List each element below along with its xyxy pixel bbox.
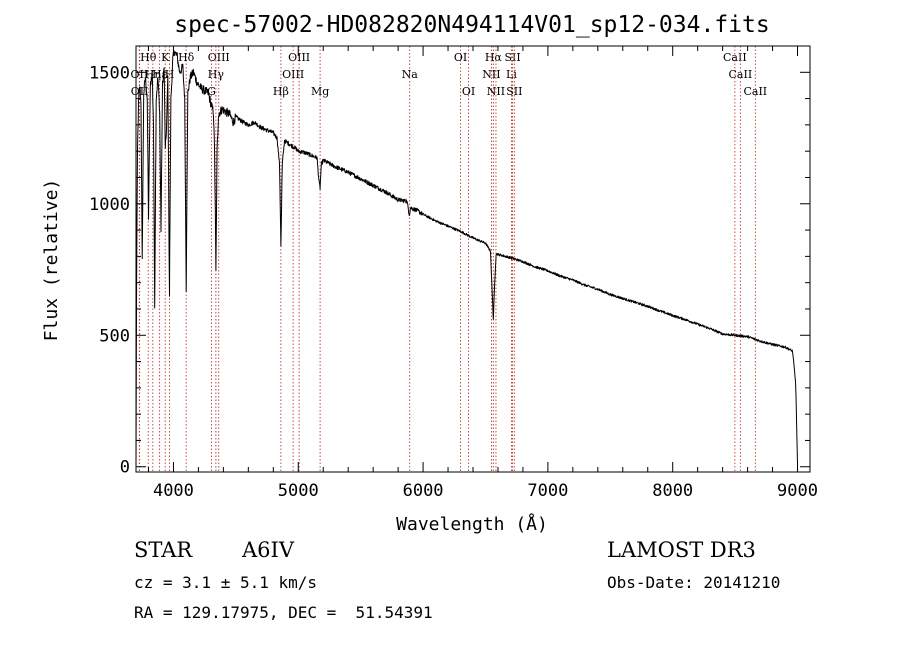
x-tick-label-6000: 6000 (403, 481, 444, 501)
redshift-velocity: cz = 3.1 ± 5.1 km/s (134, 573, 318, 592)
line-label-0: Hθ (140, 51, 157, 64)
line-label-8: CaII (723, 51, 747, 64)
line-label-4: OIII (288, 51, 310, 64)
line-label-10: Hη (145, 68, 161, 81)
line-label-22: NII (487, 85, 505, 98)
line-label-16: Li (506, 68, 517, 81)
line-label-23: SII (506, 85, 522, 98)
line-label-11: H (165, 68, 175, 81)
chart-title: spec-57002-HD082820N494114V01_sp12-034.f… (174, 12, 769, 38)
line-label-6: Hα (485, 51, 503, 64)
y-tick-label-500: 500 (99, 326, 130, 346)
y-axis-label: Flux (relative) (41, 179, 62, 342)
line-label-26: G (207, 85, 216, 98)
survey-name: LAMOST DR3 (607, 538, 756, 562)
x-tick-label-4000: 4000 (153, 481, 194, 501)
x-tick-label-7000: 7000 (527, 481, 568, 501)
x-tick-label-8000: 8000 (652, 481, 693, 501)
x-axis-label: Wavelength (Å) (396, 513, 548, 535)
line-label-5: OI (454, 51, 467, 64)
observation-date: Obs-Date: 20141210 (607, 573, 781, 592)
line-label-1: K (161, 51, 170, 64)
line-label-2: Hδ (178, 51, 195, 64)
line-label-3: OIII (208, 51, 230, 64)
spectrum-line-flux (135, 50, 798, 467)
line-label-7: SII (504, 51, 520, 64)
line-label-19: Hβ (273, 85, 289, 98)
coordinates: RA = 129.17975, DEC = 51.54391 (134, 603, 433, 622)
plot-frame (135, 45, 811, 473)
object-class: STAR (134, 538, 193, 562)
line-label-13: OIII (282, 68, 304, 81)
line-label-12: Hγ (208, 68, 225, 81)
line-label-25: Hε (152, 68, 168, 81)
line-label-14: Na (402, 68, 419, 81)
line-label-20: Mg (311, 85, 329, 98)
line-label-21: OI (462, 85, 475, 98)
y-tick-label-0: 0 (120, 458, 130, 478)
spectrum-series (135, 50, 798, 467)
spectral-subclass: A6IV (242, 538, 294, 562)
x-tick-label-5000: 5000 (278, 481, 319, 501)
y-tick-label-1500: 1500 (89, 63, 130, 83)
line-label-17: CaII (729, 68, 753, 81)
line-label-15: NII (482, 68, 500, 81)
line-label-24: CaII (743, 85, 767, 98)
x-tick-label-9000: 9000 (777, 481, 818, 501)
plot-axes: 4000 5000 6000 7000 8000 9000 0 500 1000 1500 (89, 45, 818, 501)
y-tick-label-1000: 1000 (89, 195, 130, 215)
